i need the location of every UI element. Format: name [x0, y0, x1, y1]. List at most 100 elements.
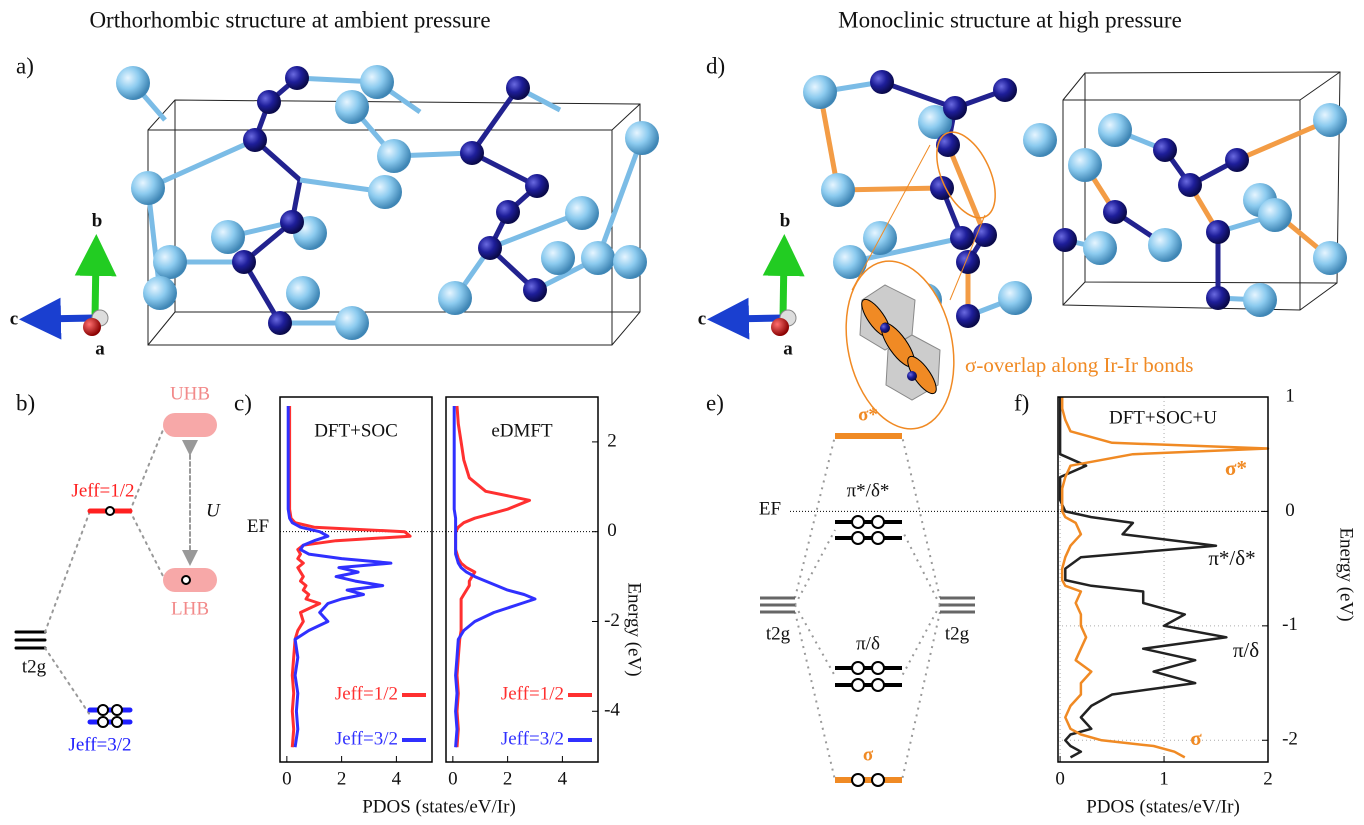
y-tick-label: 0 — [1285, 500, 1295, 521]
panel-label: e) — [706, 390, 724, 415]
atom — [438, 281, 472, 315]
atom — [116, 66, 150, 100]
panel-label: b) — [16, 390, 35, 415]
atom — [131, 171, 165, 205]
y-tick-label: -4 — [604, 700, 620, 721]
atom — [1206, 220, 1230, 244]
axis-triad — [707, 234, 805, 340]
level-label: π*/δ* — [847, 480, 890, 501]
chart-title: eDMFT — [491, 420, 553, 441]
x-tick-label: 2 — [337, 768, 347, 789]
legend-label: Jeff=1/2 — [335, 683, 398, 704]
atom — [335, 90, 369, 124]
axis-title: Energy (eV) — [624, 582, 645, 676]
atom — [998, 281, 1032, 315]
pdos-line — [1058, 397, 1228, 759]
level-diagram-b — [14, 413, 217, 728]
axis-label: c — [698, 308, 706, 329]
level-label: σ — [863, 744, 874, 765]
atom — [360, 65, 394, 99]
level-label: t2g — [945, 623, 970, 644]
pdos-line — [286, 406, 393, 748]
atom — [506, 76, 530, 100]
panel-label: d) — [706, 53, 725, 78]
plot-frame — [445, 396, 599, 763]
fermi-label: EF — [247, 516, 269, 537]
y-tick-label: 1 — [1285, 385, 1295, 406]
atom — [478, 236, 502, 260]
bond — [489, 210, 581, 251]
atom — [211, 220, 245, 254]
level-label: π/δ — [856, 633, 880, 654]
axis-label: b — [780, 210, 791, 231]
atom — [335, 306, 369, 340]
panel-label: f) — [1014, 390, 1029, 415]
atom — [368, 175, 402, 209]
annotation: π/δ — [1233, 638, 1259, 662]
atom — [1103, 200, 1127, 224]
bond — [881, 79, 956, 111]
atom — [930, 176, 954, 200]
level-label: LHB — [171, 598, 209, 619]
atom — [1083, 231, 1117, 265]
atom — [993, 78, 1017, 102]
atom — [1243, 283, 1277, 317]
atom — [525, 174, 549, 198]
annotation: σ-overlap along Ir-Ir bonds — [965, 353, 1193, 377]
axis-label: b — [92, 210, 103, 231]
atom — [1178, 173, 1202, 197]
atom — [1258, 198, 1292, 232]
annotation: σ* — [1225, 456, 1247, 480]
atom — [1313, 241, 1347, 275]
x-tick-label: 4 — [558, 768, 568, 789]
level-label: Jeff=3/2 — [68, 734, 131, 755]
panel-label: c) — [234, 390, 252, 415]
chart-title: DFT+SOC — [314, 420, 398, 441]
atom — [833, 245, 867, 279]
atom — [1023, 123, 1057, 157]
level-label: t2g — [766, 623, 791, 644]
atom — [565, 196, 599, 230]
x-tick-label: 0 — [282, 768, 292, 789]
bond — [837, 185, 943, 193]
atom — [143, 276, 177, 310]
unit-cell — [147, 71, 1341, 346]
atom — [821, 173, 855, 207]
axis-title: PDOS (states/eV/Ir) — [362, 796, 516, 817]
x-tick-label: 0 — [1055, 768, 1065, 789]
annotation: π*/δ* — [1208, 546, 1255, 570]
legend-label: Jeff=3/2 — [335, 728, 398, 749]
x-tick-label: 0 — [448, 768, 458, 789]
atom — [936, 133, 960, 157]
axis-label: a — [783, 338, 793, 359]
atom — [541, 241, 575, 275]
atom — [523, 278, 547, 302]
atom — [243, 128, 267, 152]
panel-label: a) — [16, 53, 34, 78]
atom — [232, 250, 256, 274]
bond — [595, 137, 645, 259]
atom — [280, 210, 304, 234]
atom — [625, 121, 659, 155]
level-label: UHB — [170, 383, 210, 404]
atom — [613, 245, 647, 279]
atom — [1313, 103, 1347, 137]
y-tick-label: -2 — [1282, 729, 1298, 750]
axis-title: Energy (eV) — [1336, 527, 1357, 621]
atom — [918, 105, 952, 139]
legend-label: Jeff=1/2 — [501, 683, 564, 704]
x-tick-label: 2 — [503, 768, 513, 789]
level-label: σ* — [858, 404, 878, 425]
atom — [956, 250, 980, 274]
atom — [1053, 228, 1077, 252]
pdos-line — [1060, 397, 1270, 759]
x-tick-label: 1 — [1159, 768, 1169, 789]
level-label: t2g — [22, 656, 47, 677]
level-diagram-e — [760, 433, 975, 787]
y-tick-label: 0 — [607, 520, 617, 541]
atom — [286, 276, 320, 310]
axis-label: c — [10, 308, 18, 329]
bond — [945, 144, 988, 236]
title: Monoclinic structure at high pressure — [838, 7, 1182, 32]
